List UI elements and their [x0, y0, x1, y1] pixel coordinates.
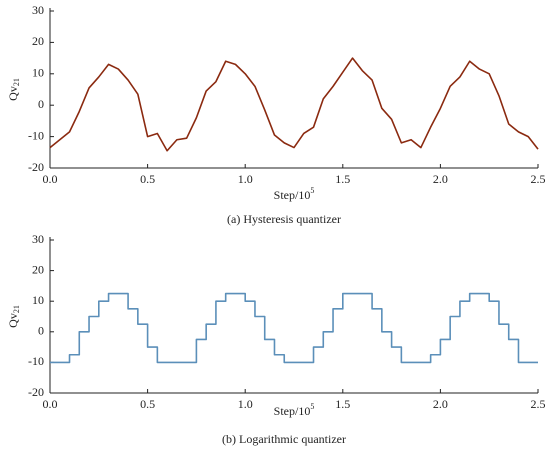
x-tick-label: 2.0: [433, 397, 448, 411]
y-axis-label-main: Qv: [6, 313, 20, 328]
caption: (b) Logarithmic quantizer: [222, 432, 346, 446]
y-tick-label: -10: [28, 354, 44, 368]
y-tick-label: 10: [32, 293, 44, 307]
data-line: [50, 292, 538, 364]
y-axis-label-sub: 21: [12, 78, 21, 86]
y-tick-label: 0: [38, 324, 44, 338]
x-tick-label: 2.5: [531, 172, 546, 186]
x-axis-label: Step/105: [274, 402, 315, 418]
x-axis-label-main: Step/10: [274, 404, 311, 418]
x-tick-label: 2.0: [433, 172, 448, 186]
x-axis-label-main: Step/10: [274, 188, 311, 202]
x-tick-label: 0.5: [140, 397, 155, 411]
y-tick-label: -20: [28, 385, 44, 399]
x-axis-label-sup: 5: [310, 402, 314, 411]
y-tick-label: 30: [32, 3, 44, 17]
x-tick-label: 1.0: [238, 397, 253, 411]
x-tick-label: 1.5: [335, 172, 350, 186]
y-tick-label: -20: [28, 160, 44, 174]
data-line: [49, 57, 539, 152]
x-axis-label: Step/105: [274, 186, 315, 202]
y-tick-label: 20: [32, 34, 44, 48]
x-tick-label: 0.5: [140, 172, 155, 186]
x-tick-label: 0.0: [43, 397, 58, 411]
caption: (a) Hysteresis quantizer: [227, 212, 341, 226]
x-tick-label: 0.0: [43, 172, 58, 186]
y-tick-label: 10: [32, 66, 44, 80]
y-axis-label: Qv21: [6, 305, 21, 328]
y-tick-label: -10: [28, 128, 44, 142]
y-axis-label-main: Qv: [6, 86, 20, 101]
x-tick-label: 2.5: [531, 397, 546, 411]
y-axis-label: Qv21: [6, 78, 21, 101]
y-tick-label: 20: [32, 262, 44, 276]
x-tick-label: 1.5: [335, 397, 350, 411]
x-tick-label: 1.0: [238, 172, 253, 186]
y-tick-label: 0: [38, 97, 44, 111]
y-tick-label: 30: [32, 232, 44, 246]
y-axis-label-sub: 21: [12, 305, 21, 313]
x-axis-label-sup: 5: [310, 186, 314, 195]
